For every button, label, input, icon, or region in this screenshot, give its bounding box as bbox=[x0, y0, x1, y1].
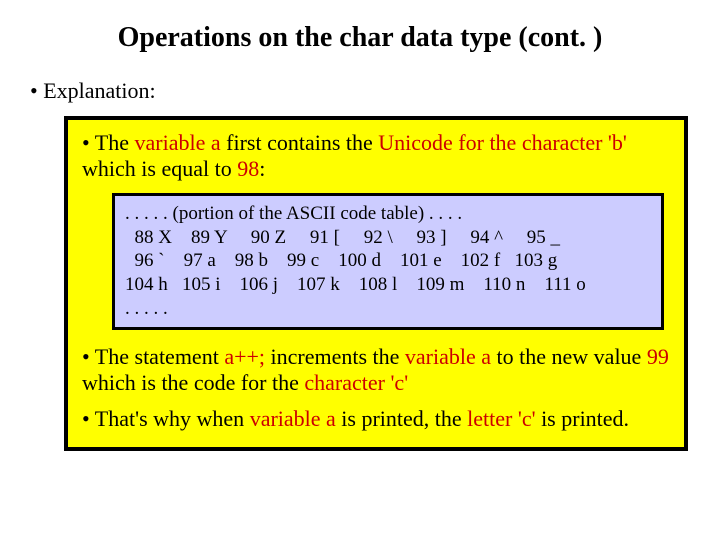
text: • The bbox=[82, 130, 135, 155]
ascii-table-box: . . . . . (portion of the ASCII code tab… bbox=[112, 193, 664, 330]
para-3: • That's why when variable a is printed,… bbox=[82, 406, 670, 432]
text: which is the code for the bbox=[82, 370, 304, 395]
highlight-char-c: character 'c' bbox=[304, 370, 408, 395]
ascii-line-5: . . . . . bbox=[125, 297, 651, 321]
bullet-explanation: • Explanation: bbox=[30, 78, 686, 104]
highlight-variable-a: variable a bbox=[135, 130, 221, 155]
highlight-variable-a-2: variable a bbox=[405, 344, 491, 369]
highlight-98: 98 bbox=[237, 156, 259, 181]
explanation-box: • The variable a first contains the Unic… bbox=[64, 116, 688, 451]
text: increments the bbox=[265, 344, 405, 369]
text: is printed, the bbox=[336, 406, 467, 431]
highlight-variable-a-3: variable a bbox=[250, 406, 336, 431]
slide: Operations on the char data type (cont. … bbox=[0, 0, 720, 540]
ascii-line-1: . . . . . (portion of the ASCII code tab… bbox=[125, 202, 651, 226]
highlight-unicode-b: Unicode for the character 'b' bbox=[378, 130, 627, 155]
para-1: • The variable a first contains the Unic… bbox=[82, 130, 670, 183]
ascii-line-3: 96 ` 97 a 98 b 99 c 100 d 101 e 102 f 10… bbox=[125, 249, 651, 273]
text: first contains the bbox=[221, 130, 379, 155]
text: which is equal to bbox=[82, 156, 237, 181]
text: : bbox=[259, 156, 265, 181]
text: is printed. bbox=[536, 406, 630, 431]
slide-title: Operations on the char data type (cont. … bbox=[34, 22, 686, 54]
para-2: • The statement a++; increments the vari… bbox=[82, 344, 670, 397]
text: • The statement bbox=[82, 344, 224, 369]
text: • That's why when bbox=[82, 406, 250, 431]
highlight-letter-c: letter 'c' bbox=[467, 406, 535, 431]
ascii-line-2: 88 X 89 Y 90 Z 91 [ 92 \ 93 ] 94 ^ 95 _ bbox=[125, 226, 651, 250]
highlight-increment: a++; bbox=[224, 344, 265, 369]
text: to the new value bbox=[491, 344, 647, 369]
highlight-99: 99 bbox=[647, 344, 669, 369]
ascii-line-4: 104 h 105 i 106 j 107 k 108 l 109 m 110 … bbox=[125, 273, 651, 297]
